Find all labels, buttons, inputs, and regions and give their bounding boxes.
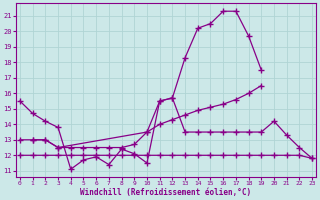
X-axis label: Windchill (Refroidissement éolien,°C): Windchill (Refroidissement éolien,°C) (80, 188, 252, 197)
